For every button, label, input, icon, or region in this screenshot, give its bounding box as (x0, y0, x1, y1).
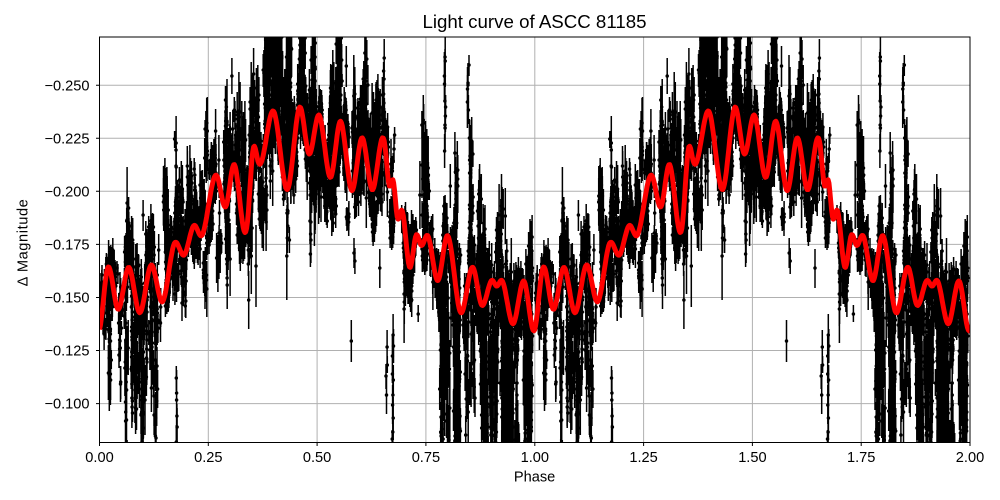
svg-text:−0.200: −0.200 (44, 184, 89, 200)
svg-text:−0.125: −0.125 (44, 344, 89, 360)
svg-text:2.00: 2.00 (956, 450, 984, 466)
svg-text:1.75: 1.75 (847, 450, 875, 466)
svg-text:1.50: 1.50 (738, 450, 766, 466)
svg-text:−0.250: −0.250 (44, 78, 89, 94)
svg-text:−0.225: −0.225 (44, 131, 89, 147)
svg-text:−0.175: −0.175 (44, 238, 89, 254)
svg-text:Phase: Phase (514, 470, 555, 486)
svg-text:Light curve of ASCC 81185: Light curve of ASCC 81185 (422, 11, 646, 32)
svg-text:0.50: 0.50 (303, 450, 331, 466)
svg-text:−0.150: −0.150 (44, 291, 89, 307)
svg-text:0.75: 0.75 (412, 450, 440, 466)
svg-text:1.25: 1.25 (629, 450, 657, 466)
svg-text:0.25: 0.25 (194, 450, 222, 466)
svg-text:−0.100: −0.100 (44, 397, 89, 413)
svg-text:1.00: 1.00 (521, 450, 549, 466)
svg-text:Δ Magnitude: Δ Magnitude (15, 199, 31, 287)
svg-text:0.00: 0.00 (85, 450, 113, 466)
